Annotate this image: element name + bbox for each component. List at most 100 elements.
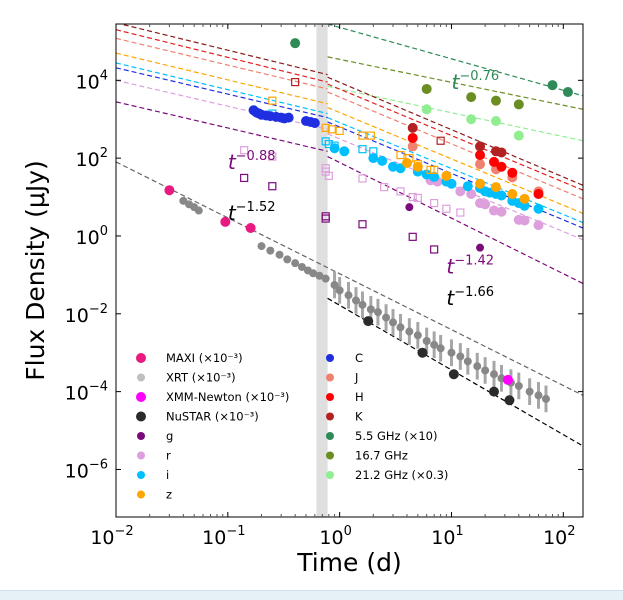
data-point: [407, 141, 418, 152]
series-g: [240, 173, 485, 254]
fit-line-5-0: [116, 37, 328, 90]
legend-marker: [137, 471, 145, 479]
data-point: [407, 132, 418, 143]
data-point: [466, 188, 477, 199]
data-point-open-square: [442, 204, 451, 213]
data-point: [396, 323, 405, 332]
data-point: [490, 116, 501, 127]
series-c: [248, 105, 320, 128]
fit-line-6-0: [116, 52, 328, 105]
data-point-open-square: [430, 198, 439, 208]
x-tick-label: 10−2: [90, 524, 133, 549]
data-point: [309, 269, 318, 278]
plot-frame: [115, 23, 584, 518]
legend-marker: [326, 373, 334, 382]
y-tick-label: 100: [76, 224, 108, 249]
legend-marker: [326, 471, 334, 479]
data-point: [429, 171, 440, 182]
fit-line-1-0: [327, 56, 583, 110]
data-point: [430, 340, 439, 349]
data-point: [257, 242, 266, 251]
data-point: [164, 185, 175, 196]
data-point: [533, 203, 544, 214]
data-point: [389, 318, 398, 327]
fit-line-6-1: [327, 106, 583, 214]
data-point: [447, 348, 456, 357]
legend-label: i: [166, 468, 169, 482]
data-point: [519, 193, 530, 204]
data-point: [309, 117, 320, 128]
slope-annotation: t−1.52: [228, 200, 276, 225]
data-point: [405, 203, 414, 212]
y-axis-label: Flux Density (μJy): [21, 160, 50, 380]
fit-line-3-1: [327, 76, 583, 186]
fit-line-7-1: [327, 117, 583, 224]
data-point-open-square: [327, 125, 336, 134]
data-point: [475, 150, 486, 161]
series-16.7: [421, 83, 524, 110]
data-point-open-square: [366, 131, 375, 140]
y-tick-exponent: 2: [100, 146, 108, 161]
data-point: [351, 296, 360, 305]
legend-label: MAXI (×10⁻³): [166, 351, 243, 365]
y-tick-exponent: −4: [89, 380, 108, 395]
data-point: [488, 156, 499, 167]
data-point-open-square: [358, 145, 367, 154]
data-point: [436, 344, 445, 353]
x-tick-exponent: −2: [115, 524, 134, 539]
slope-annotation: t−1.66: [446, 285, 494, 310]
fit-line-0-0: [327, 24, 583, 97]
data-point: [455, 186, 466, 197]
data-point-open-square: [369, 147, 378, 156]
series-nustar: [363, 316, 515, 406]
data-point: [283, 112, 294, 123]
series-5.5: [290, 38, 573, 98]
x-axis-label: Time (d): [296, 548, 402, 577]
data-point-open-square: [321, 214, 330, 223]
data-point-open-square: [268, 152, 277, 161]
data-point: [475, 178, 486, 189]
data-point: [179, 196, 188, 205]
data-point: [562, 87, 573, 98]
data-point: [339, 146, 350, 157]
data-point-open-square: [408, 232, 417, 241]
data-point: [245, 223, 256, 234]
data-point: [507, 188, 518, 199]
x-tick-label: 102: [543, 524, 575, 549]
data-point-open-square: [321, 123, 330, 132]
data-point: [446, 178, 457, 189]
legend-marker: [326, 393, 334, 401]
data-point: [417, 347, 428, 358]
fit-line-11-0: [116, 161, 583, 396]
data-point: [283, 255, 292, 264]
data-point: [422, 336, 431, 345]
series-maxi: [164, 185, 256, 234]
data-point: [321, 274, 330, 283]
x-tick-exponent: 1: [455, 524, 463, 539]
series-i: [268, 109, 544, 214]
data-point: [513, 130, 524, 141]
data-point-open-square: [240, 173, 249, 183]
data-point-open-square: [436, 136, 445, 145]
data-point-open-square: [330, 141, 339, 150]
data-point: [507, 167, 518, 178]
data-point: [421, 104, 432, 115]
data-point-open-square: [268, 182, 277, 191]
legend-marker: [326, 451, 334, 460]
x-tick-label: 10−1: [202, 524, 245, 549]
fit-line-10-0: [116, 101, 328, 152]
data-point: [290, 38, 301, 49]
data-point: [368, 153, 379, 164]
data-point: [466, 114, 477, 125]
data-point: [335, 286, 344, 295]
legend-label: 21.2 GHz (×0.3): [355, 468, 448, 482]
data-point: [519, 215, 530, 226]
legend-label: z: [166, 488, 172, 502]
data-point: [534, 391, 543, 400]
legend-label: K: [355, 410, 363, 424]
legend-marker: [326, 432, 334, 440]
data-point-open-square: [430, 165, 439, 174]
legend-label: r: [166, 449, 171, 463]
legend-marker: [137, 432, 145, 440]
